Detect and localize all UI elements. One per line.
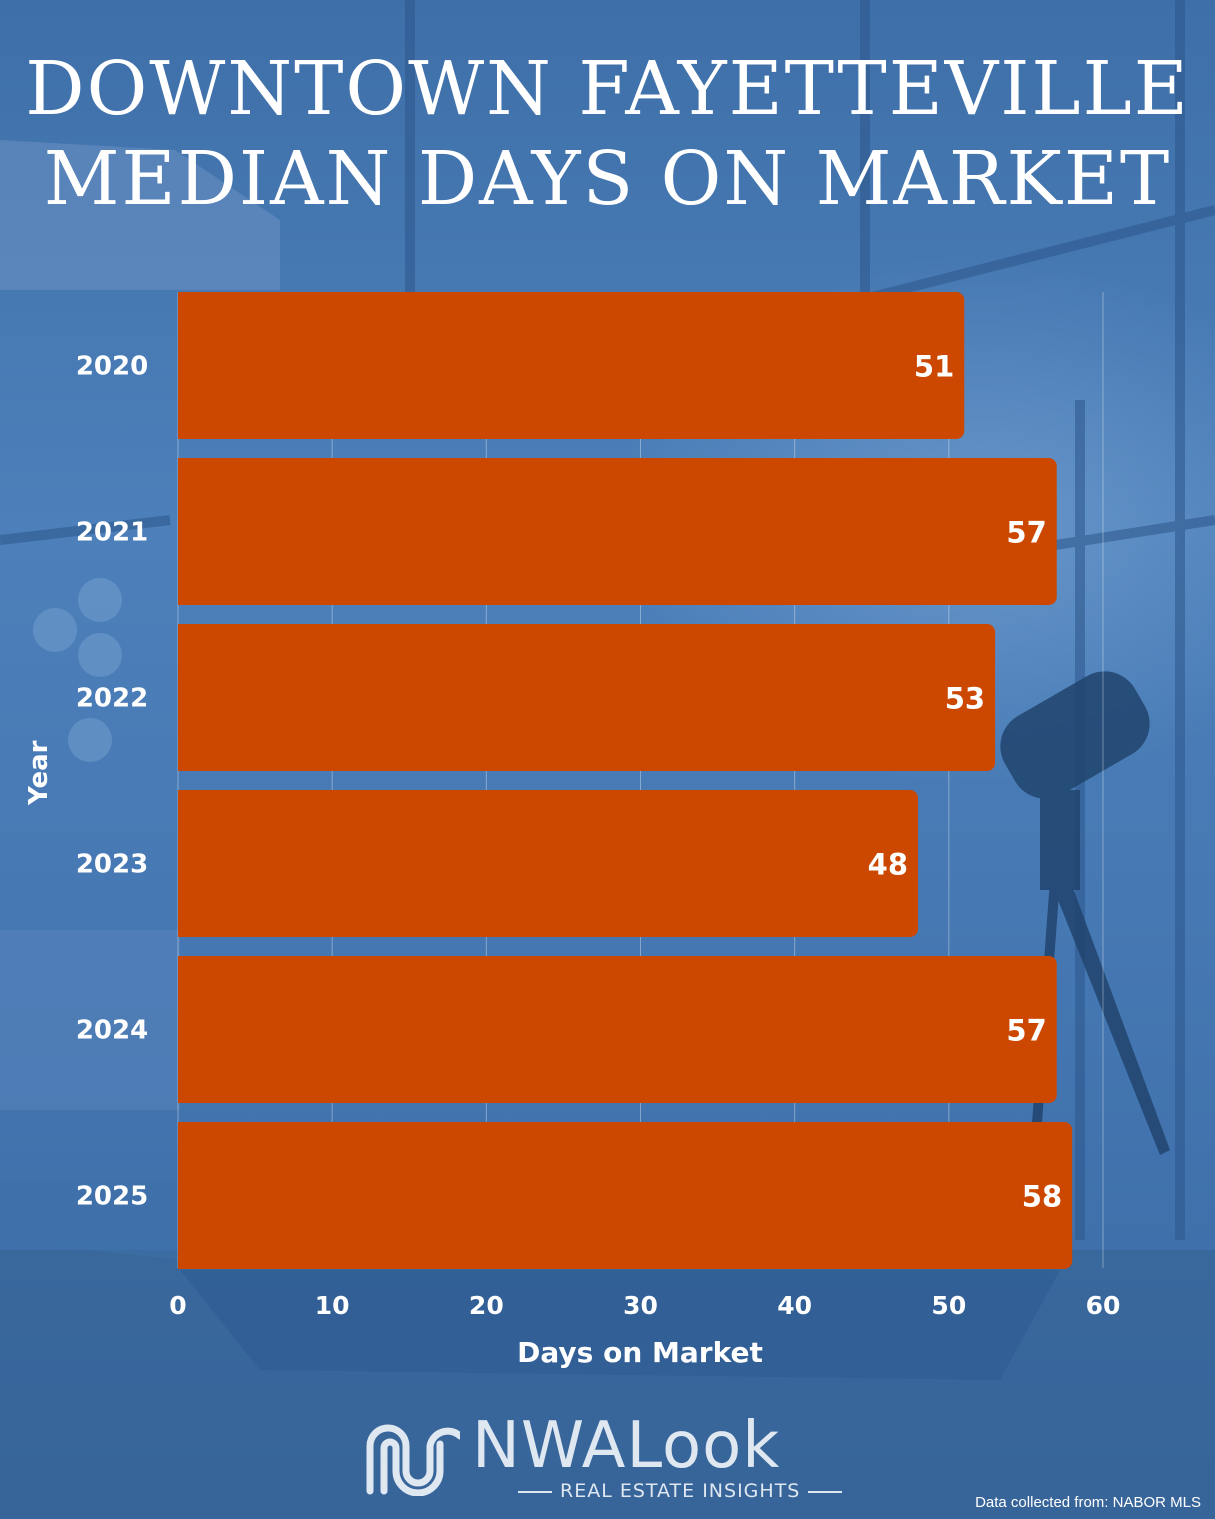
y-tick-label: 2025 bbox=[76, 1182, 148, 1212]
logo-mark-icon bbox=[366, 1424, 460, 1496]
bar-edge-2021 bbox=[178, 458, 190, 605]
x-tick-labels: 0 10 20 30 40 50 60 bbox=[169, 1291, 1120, 1320]
logo-tagline-text: REAL ESTATE INSIGHTS bbox=[560, 1480, 801, 1502]
y-tick-label: 2022 bbox=[76, 684, 148, 714]
y-tick-label: 2020 bbox=[76, 352, 148, 382]
data-label-2025: 58 bbox=[1022, 1180, 1062, 1214]
chart-title-line-2: MEDIAN DAYS ON MARKET bbox=[43, 136, 1172, 222]
bar-2025 bbox=[178, 1122, 1073, 1269]
nwalook-logo: NWALook REAL ESTATE INSIGHTS bbox=[360, 1408, 860, 1508]
x-tick-label: 40 bbox=[777, 1291, 812, 1320]
x-tick-label: 50 bbox=[931, 1291, 966, 1320]
bar-edge-2020 bbox=[178, 292, 190, 439]
y-tick-label: 2024 bbox=[76, 1016, 148, 1046]
bar-2021 bbox=[178, 458, 1057, 605]
x-tick-label: 10 bbox=[315, 1291, 350, 1320]
chart-title-line-1: DOWNTOWN FAYETTEVILLE bbox=[25, 46, 1190, 132]
logo-wordmark: NWALook bbox=[472, 1409, 781, 1483]
y-tick-label: 2023 bbox=[76, 850, 148, 880]
bar-edge-2022 bbox=[178, 624, 190, 771]
bar-2023 bbox=[178, 790, 918, 937]
x-tick-label: 0 bbox=[169, 1291, 186, 1320]
bar-2024 bbox=[178, 956, 1057, 1103]
y-axis-label: Year bbox=[24, 740, 54, 805]
logo-tagline: REAL ESTATE INSIGHTS bbox=[510, 1480, 850, 1502]
y-tick-labels: 2020 2021 2022 2023 2024 2025 bbox=[76, 352, 148, 1212]
x-axis-label: Days on Market bbox=[517, 1336, 763, 1369]
data-label-2024: 57 bbox=[1006, 1014, 1046, 1048]
bar-2020 bbox=[178, 292, 965, 439]
x-tick-label: 60 bbox=[1086, 1291, 1121, 1320]
data-label-2022: 53 bbox=[945, 682, 985, 716]
x-tick-label: 30 bbox=[623, 1291, 658, 1320]
grid-lines bbox=[177, 292, 1104, 1268]
data-source-note: Data collected from: NABOR MLS bbox=[975, 1494, 1201, 1511]
bar-edge-2024 bbox=[178, 956, 190, 1103]
bar-2022 bbox=[178, 624, 996, 771]
y-tick-label: 2021 bbox=[76, 518, 148, 548]
data-label-2020: 51 bbox=[914, 350, 954, 384]
data-label-2023: 48 bbox=[868, 848, 908, 882]
x-tick-label: 20 bbox=[469, 1291, 504, 1320]
bars: 51 57 53 48 57 58 bbox=[178, 292, 1073, 1269]
bar-edge-2025 bbox=[178, 1122, 190, 1269]
bar-edge-2023 bbox=[178, 790, 190, 937]
data-label-2021: 57 bbox=[1006, 516, 1046, 550]
